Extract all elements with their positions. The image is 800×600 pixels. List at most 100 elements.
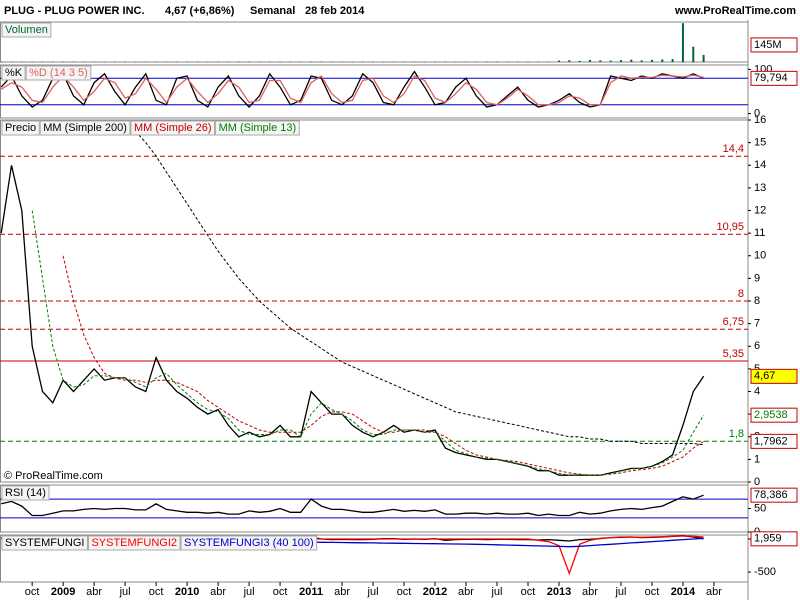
value-tag bbox=[750, 487, 798, 503]
volume-bar bbox=[630, 59, 633, 62]
volume-bar bbox=[82, 61, 85, 63]
series-line bbox=[31, 210, 705, 476]
legend-box bbox=[180, 535, 318, 551]
y-tick-label: 7 bbox=[754, 318, 760, 330]
series-line bbox=[0, 74, 704, 106]
volume-bar bbox=[496, 61, 499, 63]
volume-bar bbox=[702, 54, 705, 62]
y-tick-label: 0 bbox=[754, 107, 760, 119]
volume-bar bbox=[537, 61, 540, 63]
volume-bar bbox=[186, 61, 189, 63]
panel-frame bbox=[0, 534, 749, 583]
legend-entry: SYSTEMFUNGI bbox=[5, 537, 84, 549]
x-tick-label: oct bbox=[645, 586, 660, 598]
series-line bbox=[0, 165, 705, 476]
legend-box bbox=[25, 65, 92, 81]
volume-bar bbox=[599, 60, 602, 62]
x-tick-label: abr bbox=[458, 586, 474, 598]
x-tick-label: abr bbox=[210, 586, 226, 598]
series-line bbox=[62, 255, 704, 476]
y-tick-label: 10 bbox=[754, 250, 766, 262]
volume-bar bbox=[310, 61, 313, 63]
series-line bbox=[135, 130, 704, 446]
volume-bar bbox=[681, 23, 684, 63]
legend-entry: SYSTEMFUNGI2 bbox=[91, 537, 177, 549]
volume-bar bbox=[62, 61, 65, 63]
legend-box bbox=[87, 535, 181, 551]
y-tick-label: 16 bbox=[754, 114, 766, 126]
legend-entry: RSI (14) bbox=[5, 487, 46, 499]
legend-entry: MM (Simple 200) bbox=[43, 122, 127, 134]
volume-bar bbox=[155, 61, 158, 63]
series-line bbox=[0, 70, 704, 108]
volume-bar bbox=[93, 61, 96, 63]
level-label: 8 bbox=[738, 288, 744, 300]
x-tick-label: oct bbox=[149, 586, 164, 598]
legend-box bbox=[39, 120, 131, 136]
y-tick-label: 9 bbox=[754, 272, 760, 284]
volume-bar bbox=[237, 61, 240, 63]
volume-bar bbox=[268, 61, 271, 63]
y-tick-label: 15 bbox=[754, 137, 766, 149]
volume-bar bbox=[175, 61, 178, 63]
volume-bar bbox=[227, 61, 230, 63]
value-tag-label: 1,959 bbox=[754, 533, 782, 545]
x-tick-label: jul bbox=[367, 586, 379, 598]
volume-bar bbox=[444, 61, 447, 63]
date: 28 feb 2014 bbox=[305, 5, 365, 17]
volume-bar bbox=[72, 61, 75, 63]
volume-bar bbox=[578, 60, 581, 62]
x-tick-label: jul bbox=[243, 586, 255, 598]
x-tick-label: abr bbox=[706, 586, 722, 598]
x-tick-label: 2011 bbox=[299, 586, 323, 598]
volume-bar bbox=[619, 60, 622, 62]
quote: 4,67 (+6,86%) bbox=[165, 5, 235, 17]
value-tag-label: 78,386 bbox=[754, 489, 788, 501]
x-tick-label: oct bbox=[273, 586, 288, 598]
volume-bar bbox=[692, 46, 695, 62]
volume-bar bbox=[351, 61, 354, 63]
value-tag bbox=[750, 70, 798, 86]
volume-bar bbox=[671, 59, 674, 62]
x-tick-label: abr bbox=[582, 586, 598, 598]
panel-frame bbox=[0, 64, 749, 119]
value-tag bbox=[750, 368, 798, 384]
legend-entry: %D (14 3 5) bbox=[29, 67, 88, 79]
volume-bar bbox=[248, 61, 251, 63]
volume-bar bbox=[134, 61, 137, 63]
x-tick-label: 2009 bbox=[51, 586, 75, 598]
value-tag-label: 1,7962 bbox=[754, 435, 788, 447]
volume-bar bbox=[124, 61, 127, 63]
value-tag bbox=[750, 407, 798, 423]
y-tick-label: 14 bbox=[754, 159, 766, 171]
volume-bar bbox=[165, 61, 168, 63]
volume-bar bbox=[661, 59, 664, 62]
legend-box bbox=[1, 65, 26, 81]
volume-bar bbox=[103, 61, 106, 63]
y-tick-label: 11 bbox=[754, 227, 765, 239]
legend-entry: MM (Simple 13) bbox=[219, 122, 297, 134]
volume-bar bbox=[557, 60, 560, 62]
x-tick-label: jul bbox=[490, 586, 502, 598]
volume-bar bbox=[454, 61, 457, 63]
volume-bar bbox=[41, 61, 44, 63]
ticker-title: PLUG - PLUG POWER INC. bbox=[4, 5, 145, 17]
volume-bar bbox=[475, 61, 478, 63]
value-tag bbox=[750, 37, 798, 53]
volume-bar bbox=[413, 61, 416, 63]
volume-bar bbox=[341, 61, 344, 63]
volume-bar bbox=[392, 61, 395, 63]
y-tick-label: 50 bbox=[754, 502, 766, 514]
x-tick-label: jul bbox=[614, 586, 626, 598]
volume-bar bbox=[289, 61, 292, 63]
legend-box bbox=[215, 120, 300, 136]
x-tick-label: abr bbox=[86, 586, 102, 598]
volume-bar bbox=[526, 61, 529, 63]
x-tick-label: jul bbox=[119, 586, 131, 598]
legend-box bbox=[1, 22, 52, 38]
volume-bar bbox=[485, 61, 488, 63]
legend-entry: Volumen bbox=[5, 24, 48, 36]
volume-bar bbox=[299, 61, 302, 63]
volume-bar bbox=[516, 61, 519, 63]
y-tick-label: 0 bbox=[754, 476, 760, 488]
